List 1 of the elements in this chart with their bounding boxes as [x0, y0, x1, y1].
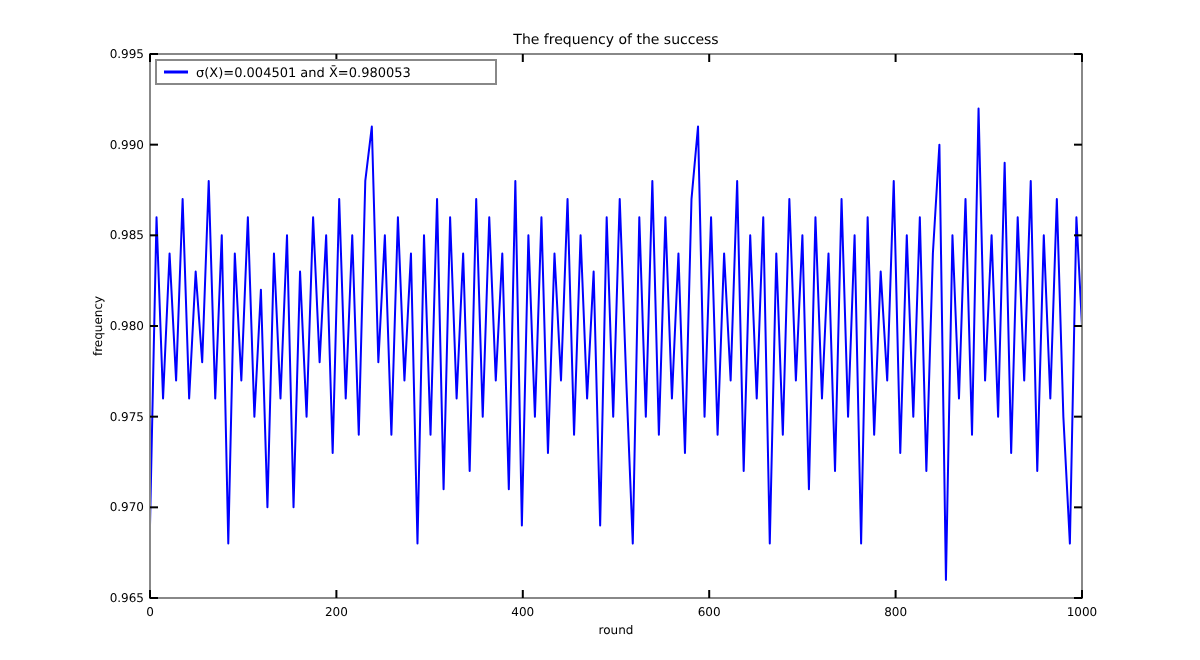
- line-series: [149, 107, 1083, 581]
